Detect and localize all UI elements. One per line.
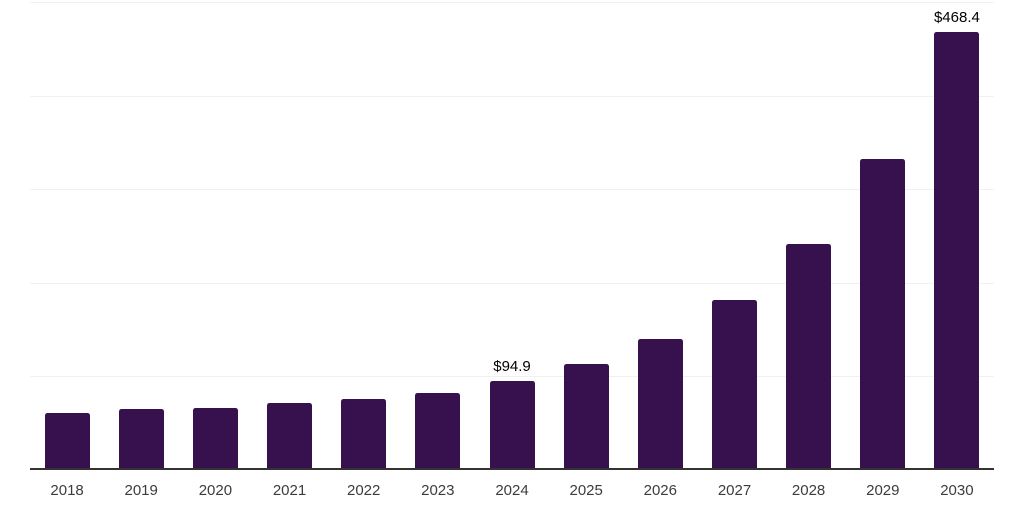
- bar-2029: [860, 158, 906, 468]
- bar-2030: [934, 32, 980, 468]
- x-tick-label-2030: 2030: [940, 482, 974, 499]
- x-tick-label-2029: 2029: [866, 482, 900, 499]
- bar-2023: [415, 392, 461, 468]
- x-tick-label-2024: 2024: [495, 482, 529, 499]
- bar-value-label-2024: $94.9: [493, 358, 531, 376]
- gridline-100: [30, 376, 994, 377]
- bar-2022: [341, 398, 387, 468]
- gridline-400: [30, 95, 994, 97]
- bar-2028: [786, 244, 832, 468]
- bar-2026: [637, 339, 683, 468]
- bar-2020: [192, 408, 238, 468]
- bar-2021: [267, 403, 312, 468]
- x-tick-label-2026: 2026: [643, 482, 677, 499]
- bar-2024: [489, 381, 535, 468]
- bar-value-label-2030: $468.4: [933, 9, 980, 26]
- x-tick-label-2028: 2028: [791, 482, 826, 499]
- gridline-300: [30, 189, 994, 190]
- bar-2019: [118, 409, 164, 468]
- gridline-500: [30, 2, 994, 3]
- gridline-200: [30, 282, 994, 284]
- x-tick-label-2022: 2022: [347, 482, 381, 499]
- bar-2018: [44, 412, 90, 468]
- x-tick-label-2018: 2018: [50, 482, 84, 499]
- x-axis-line: [30, 468, 994, 470]
- x-tick-label-2023: 2023: [421, 482, 455, 499]
- x-tick-label-2027: 2027: [717, 482, 752, 499]
- x-tick-label-2021: 2021: [272, 482, 307, 499]
- x-tick-label-2025: 2025: [569, 482, 603, 499]
- bar-2027: [712, 300, 757, 468]
- bar-2025: [563, 364, 609, 468]
- x-tick-label-2019: 2019: [124, 482, 158, 499]
- x-tick-label-2020: 2020: [198, 482, 233, 499]
